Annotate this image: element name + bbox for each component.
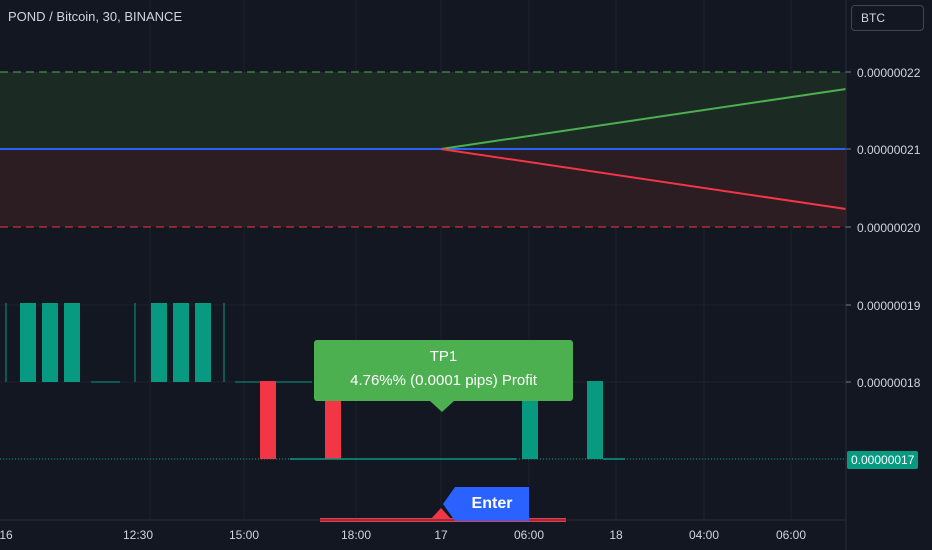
tp-title: TP1	[429, 348, 458, 365]
candle[interactable]	[173, 303, 189, 382]
candle[interactable]	[42, 303, 58, 382]
time-label: 16	[0, 528, 13, 542]
time-label: 06:00	[775, 528, 807, 542]
time-label: 06:00	[513, 528, 545, 542]
profit-zone[interactable]	[0, 72, 846, 148]
time-label: 17	[434, 528, 448, 542]
candle[interactable]	[195, 303, 211, 382]
candle[interactable]	[64, 303, 80, 382]
current-price-label: 0.00000017	[847, 451, 919, 469]
price-label: 0.00000022	[857, 66, 921, 80]
loss-projection-line	[440, 148, 847, 210]
time-label: 18:00	[340, 528, 372, 542]
candle[interactable]	[20, 303, 36, 382]
time-label: 12:30	[122, 528, 154, 542]
take-profit-tooltip[interactable]: TP1 4.76%% (0.0001 pips) Profit	[314, 340, 573, 412]
candle[interactable]	[587, 381, 603, 459]
price-label: 0.00000021	[857, 143, 921, 157]
candle[interactable]	[260, 381, 276, 459]
time-label: 15:00	[228, 528, 260, 542]
price-label: 0.00000019	[857, 299, 921, 313]
price-label: 0.00000020	[857, 221, 921, 235]
candle[interactable]	[151, 303, 167, 382]
time-label: 04:00	[688, 528, 720, 542]
position-zones[interactable]	[0, 71, 847, 228]
price-label: 0.00000018	[857, 376, 921, 390]
loss-zone[interactable]	[0, 149, 846, 227]
time-label: 18	[609, 528, 623, 542]
symbol-title: POND / Bitcoin, 30, BINANCE	[8, 9, 183, 24]
tp-profit-text: 4.76%% (0.0001 pips) Profit	[350, 372, 537, 389]
enter-label[interactable]: Enter	[443, 487, 529, 521]
profit-projection-line	[440, 88, 847, 150]
currency-button[interactable]: BTC	[851, 5, 924, 31]
